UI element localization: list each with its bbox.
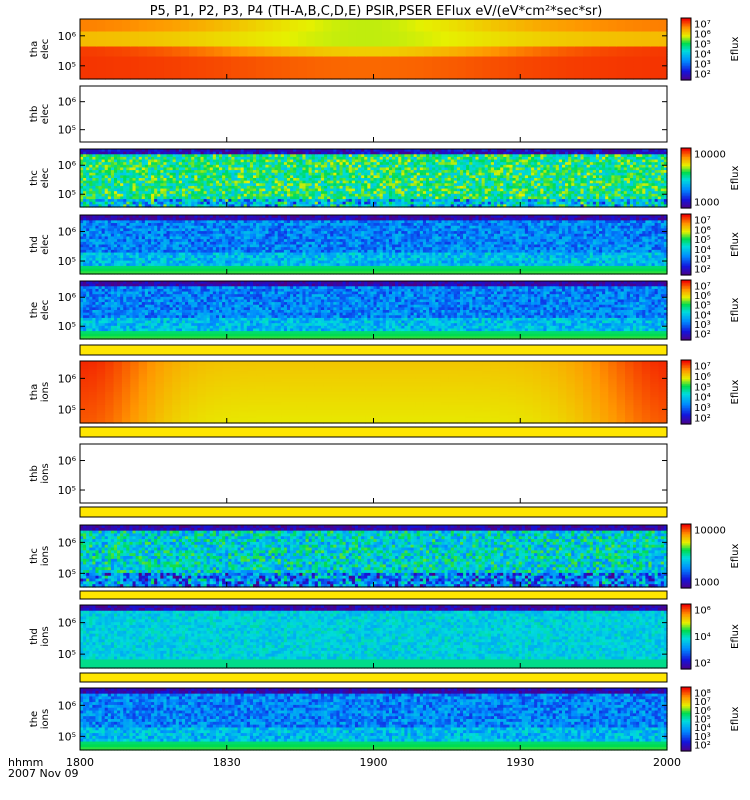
panel-frame [80, 86, 667, 142]
y-label-species: elec [40, 39, 51, 60]
y-tick-label: 10⁶ [58, 96, 77, 109]
y-tick-label: 10⁵ [58, 124, 76, 137]
y-label-probe: tha [29, 41, 40, 57]
colorbar-label: Eflux [730, 36, 741, 61]
y-tick-label: 10⁶ [58, 30, 77, 43]
panel-thb-elec: 10⁶ 10⁵ thb elec [29, 86, 667, 142]
y-label-species: elec [40, 104, 51, 125]
y-label-probe: thb [29, 106, 40, 123]
spectrogram-image [80, 19, 668, 80]
chart-title: P5, P1, P2, P3, P4 (TH-A,B,C,D,E) PSIR,P… [150, 4, 603, 19]
colorbar-tick-label: 10² [694, 70, 711, 81]
spectrogram-image [80, 149, 668, 208]
y-tick-label: 10⁵ [58, 60, 76, 73]
